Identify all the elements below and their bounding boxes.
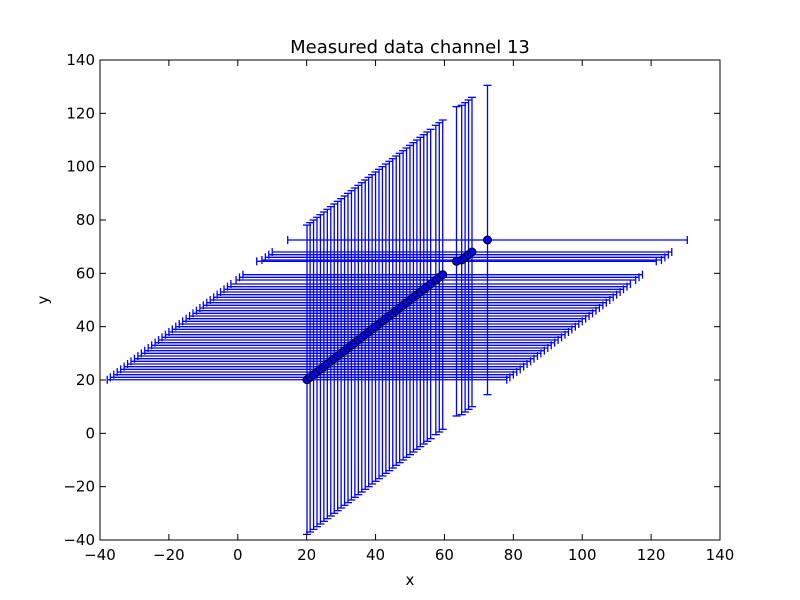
chart-title: Measured data channel 13 xyxy=(290,37,530,58)
y-tick-label: 120 xyxy=(66,104,95,122)
y-tick-label: 40 xyxy=(76,318,95,336)
data-point xyxy=(438,270,448,280)
y-tick-label: 80 xyxy=(76,211,95,229)
y-axis-label: y xyxy=(34,295,52,304)
x-tick-label: 60 xyxy=(435,546,454,564)
y-tick-label: 60 xyxy=(76,264,95,282)
data-point xyxy=(467,247,477,257)
x-axis-label: x xyxy=(406,571,415,589)
x-tick-label: 40 xyxy=(366,546,385,564)
x-ticks: −40 −20 0 20 40 60 80 100 120 140 xyxy=(84,60,734,564)
x-tick-label: 120 xyxy=(637,546,666,564)
y-ticks: −40 −20 0 20 40 60 80 100 120 140 xyxy=(63,51,720,549)
y-tick-label: 140 xyxy=(66,51,95,69)
y-tick-label: 20 xyxy=(76,371,95,389)
data-point xyxy=(483,235,492,245)
markers-layer xyxy=(302,235,492,385)
x-tick-label: 100 xyxy=(568,546,597,564)
y-tick-label: 0 xyxy=(85,424,95,442)
plot-frame xyxy=(99,59,721,541)
y-tick-label: −40 xyxy=(63,531,95,549)
x-tick-label: 20 xyxy=(297,546,316,564)
x-tick-label: 140 xyxy=(706,546,735,564)
x-tick-label: 80 xyxy=(504,546,523,564)
x-tick-label: −20 xyxy=(153,546,185,564)
y-tick-label: 100 xyxy=(66,158,95,176)
x-tick-label: −40 xyxy=(84,546,116,564)
x-tick-label: 0 xyxy=(233,546,243,564)
y-tick-label: −20 xyxy=(63,478,95,496)
